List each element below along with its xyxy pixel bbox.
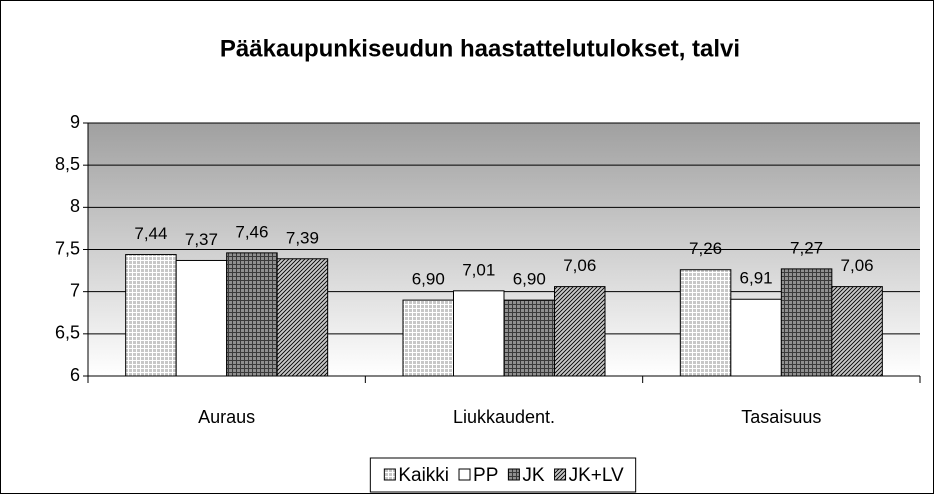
y-tick-label: 9	[70, 112, 80, 132]
bar	[780, 268, 833, 377]
legend-swatch	[383, 468, 396, 481]
legend-swatch	[458, 468, 471, 481]
value-label: 7,01	[462, 260, 495, 279]
value-label: 7,46	[235, 222, 268, 241]
bar	[226, 252, 278, 377]
x-tick-label: Auraus	[198, 407, 255, 427]
y-tick-label: 8	[70, 196, 80, 216]
legend-swatch	[554, 468, 567, 481]
value-label: 6,91	[740, 269, 773, 288]
y-tick-label: 6,5	[55, 323, 80, 343]
y-tick-label: 7,5	[55, 238, 80, 258]
bar	[554, 286, 606, 377]
bar	[175, 259, 228, 377]
legend-box	[369, 457, 637, 493]
x-tick-label: Tasaisuus	[741, 407, 821, 427]
value-label: 7,27	[790, 238, 823, 257]
y-tick-label: 6	[70, 365, 80, 385]
legend-label: Kaikki	[398, 465, 449, 486]
value-label: 6,90	[412, 270, 445, 289]
value-label: 7,37	[185, 230, 218, 249]
value-label: 6,90	[513, 270, 546, 289]
y-tick-label: 7	[70, 280, 80, 300]
value-label: 7,06	[563, 256, 596, 275]
bar	[831, 286, 883, 377]
legend-label: PP	[473, 465, 498, 486]
legend-swatch	[507, 468, 520, 481]
bar	[503, 299, 555, 377]
bar	[453, 290, 505, 377]
value-label: 7,26	[689, 239, 722, 258]
bar	[402, 299, 454, 377]
y-tick-label: 8,5	[55, 154, 80, 174]
value-label: 7,39	[286, 228, 319, 247]
bar	[730, 298, 782, 377]
value-label: 7,06	[841, 256, 874, 275]
chart-title: Pääkaupunkiseudun haastattelutulokset, t…	[220, 35, 740, 62]
legend: Kaikki PP JK JK+LV	[369, 457, 637, 493]
bar	[276, 258, 329, 377]
legend-label: JK+LV	[569, 465, 624, 486]
bar	[125, 254, 177, 377]
x-tick-label: Liukkaudent.	[453, 407, 555, 427]
bar	[679, 269, 732, 377]
legend-label: JK	[522, 465, 545, 486]
value-label: 7,44	[134, 224, 167, 243]
